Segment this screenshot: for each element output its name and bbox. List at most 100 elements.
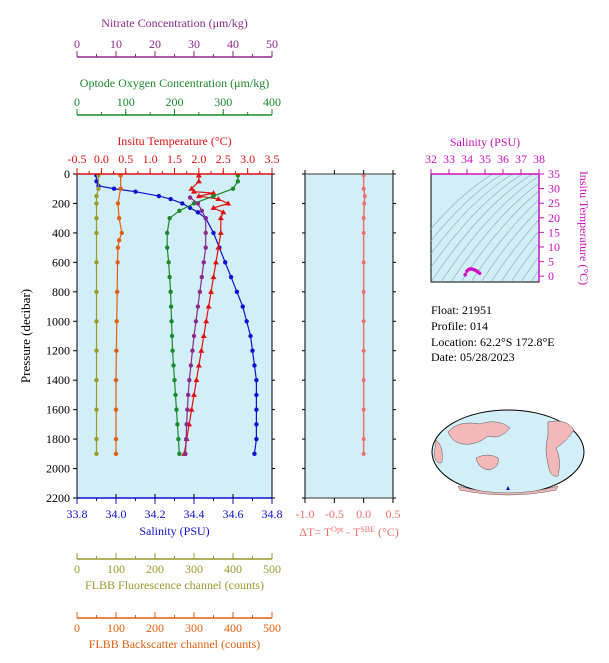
salinity-point [254, 377, 259, 383]
delta-tick-label: 0.0 [356, 507, 371, 521]
delta-point [361, 319, 366, 324]
delta-point [361, 216, 366, 221]
nitrate-point [183, 451, 188, 457]
backscatter-point [118, 186, 123, 191]
temperature-point [215, 196, 222, 202]
ts-density-contour [431, 174, 504, 242]
oxygen-point [177, 451, 182, 457]
nitrate-point [203, 215, 208, 221]
salinity-axis-title: Salinity (PSU) [139, 524, 209, 538]
backscatter-point [113, 451, 119, 457]
fluorescence-point [94, 215, 99, 221]
oxygen-point [167, 274, 172, 280]
fluorescence-point [94, 348, 99, 353]
backscatter-point [116, 215, 122, 221]
fluorescence-tick-label: 200 [146, 562, 164, 576]
salinity-point [94, 179, 99, 184]
ts-y-title: Insitu Temperature (°C) [577, 171, 591, 285]
delta-point [361, 186, 366, 191]
oxygen-point [168, 289, 173, 295]
salinity-point [254, 436, 259, 442]
delta-point [361, 407, 366, 412]
temperature-point [195, 178, 202, 184]
ts-ytick-label: 10 [548, 240, 560, 254]
temperature-tick-label: -0.5 [68, 152, 87, 166]
oxygen-point [169, 319, 174, 324]
temperature-point [191, 188, 197, 194]
temperature-tick-label: 0.5 [118, 152, 133, 166]
nitrate-tick-label: 20 [149, 37, 161, 51]
delta-series-group [361, 173, 367, 456]
salinity-tick-label: 34.0 [106, 507, 127, 521]
pressure-axis-label: Pressure (decibar) [18, 289, 33, 383]
temperature-point [200, 333, 207, 338]
ts-density-contour [470, 199, 539, 282]
nitrate-point [191, 333, 197, 339]
oxygen-point [169, 333, 175, 339]
ts-ytick-label: 0 [548, 269, 554, 283]
pressure-tick-label: 1000 [46, 314, 70, 328]
salinity-tick-label: 34.8 [262, 507, 283, 521]
fluorescence-tick-label: 300 [185, 562, 203, 576]
temperature-point [210, 204, 217, 210]
backscatter-tick-label: 500 [263, 621, 281, 635]
temperature-tick-label: 2.5 [216, 152, 231, 166]
fluorescence-point [94, 260, 99, 265]
salinity-point [187, 205, 193, 211]
ts-xtick-label: 38 [533, 152, 545, 166]
temperature-point [212, 259, 219, 265]
temperature-tick-label: 1.0 [143, 152, 158, 166]
delta-tick-label: 0.5 [386, 507, 401, 521]
pressure-tick-label: 2200 [46, 491, 70, 505]
oxygen-point [168, 304, 174, 309]
info-float: Float: 21951 [431, 303, 492, 317]
nitrate-point [185, 392, 191, 398]
salinity-point [250, 348, 255, 353]
oxygen-point [174, 407, 179, 412]
backscatter-tick-label: 300 [185, 621, 203, 635]
oxygen-point [164, 245, 170, 250]
fluorescence-tick-label: 0 [74, 562, 80, 576]
temperature-point [210, 190, 217, 196]
delta-point [361, 260, 366, 265]
ts-ytick-label: 20 [548, 211, 560, 225]
oxygen-point [235, 179, 241, 184]
pressure-tick-label: 1200 [46, 344, 70, 358]
oxygen-tick-label: 0 [74, 95, 80, 109]
salinity-point [254, 422, 259, 427]
ts-ytick-label: 35 [548, 167, 560, 181]
nitrate-series-line [184, 197, 207, 454]
temperature-point [217, 215, 224, 221]
map-land-australia [475, 454, 499, 471]
pressure-tick-label: 0 [64, 167, 70, 181]
nitrate-point [193, 319, 199, 324]
pressure-tick-label: 600 [52, 255, 70, 269]
oxygen-point [211, 193, 216, 199]
oxygen-point [177, 208, 182, 214]
backscatter-point [114, 319, 119, 324]
ts-density-contour [460, 190, 539, 282]
ts-point [463, 272, 468, 277]
temperature-point [188, 406, 195, 412]
temperature-axis-title: Insitu Temperature (°C) [117, 134, 231, 148]
salinity-point [156, 193, 162, 199]
ts-xtick-label: 35 [479, 152, 491, 166]
temperature-point [203, 318, 210, 324]
salinity-point [254, 392, 259, 398]
temperature-point [210, 274, 217, 280]
backscatter-tick-label: 0 [74, 621, 80, 635]
ts-density-contour [431, 174, 514, 255]
info-location: Location: 62.2°S 172.8°E [431, 335, 555, 349]
ts-xtick-label: 36 [497, 152, 509, 166]
salinity-point [180, 201, 185, 206]
salinity-tick-label: 34.6 [223, 507, 244, 521]
nitrate-point [201, 260, 206, 265]
fluorescence-point [94, 319, 99, 324]
temperature-point [198, 347, 205, 353]
world-map [431, 409, 585, 496]
salinity-tick-label: 33.8 [67, 507, 88, 521]
temperature-point [208, 288, 215, 294]
oxygen-tick-label: 100 [117, 95, 135, 109]
main-axes-group: 0200400600800100012001400160018002000220… [18, 16, 283, 651]
backscatter-point [115, 245, 121, 250]
